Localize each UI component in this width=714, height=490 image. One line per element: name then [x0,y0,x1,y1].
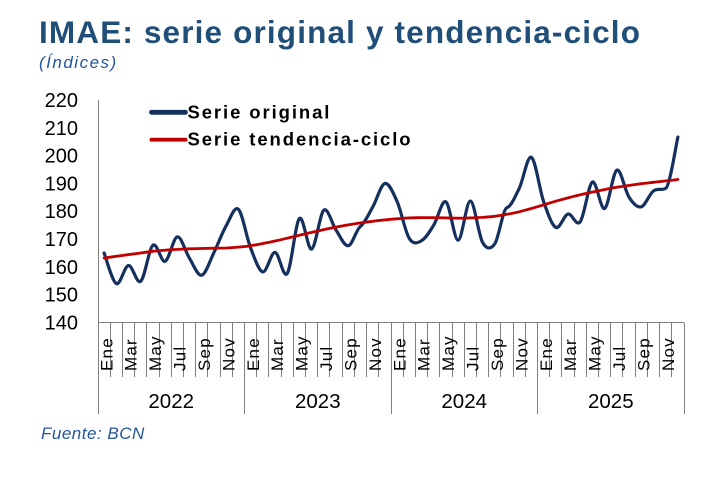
svg-text:Mar: Mar [268,338,287,371]
svg-text:170: 170 [45,229,78,251]
svg-text:200: 200 [45,146,78,168]
svg-text:Sep: Sep [635,337,654,371]
svg-text:Jul: Jul [464,346,483,371]
svg-text:Sep: Sep [342,337,361,371]
svg-text:2024: 2024 [441,390,487,413]
svg-text:May: May [146,335,165,371]
svg-text:150: 150 [45,285,78,307]
svg-text:Serie original: Serie original [188,102,332,123]
svg-text:Nov: Nov [366,337,385,371]
svg-text:Jul: Jul [171,346,190,371]
svg-text:Ene: Ene [244,337,263,371]
svg-text:Ene: Ene [537,337,556,371]
svg-text:Sep: Sep [488,337,507,371]
svg-text:2022: 2022 [148,390,194,413]
svg-text:May: May [293,335,312,371]
svg-text:Nov: Nov [659,337,678,371]
svg-text:Jul: Jul [317,346,336,371]
svg-text:160: 160 [45,257,78,279]
svg-text:May: May [439,335,458,371]
svg-text:Ene: Ene [390,337,409,371]
svg-text:Mar: Mar [561,338,580,371]
svg-text:Mar: Mar [415,338,434,371]
svg-text:Sep: Sep [195,337,214,371]
svg-text:Nov: Nov [512,337,531,371]
svg-text:Jul: Jul [610,346,629,371]
svg-text:2023: 2023 [295,390,341,413]
svg-text:Mar: Mar [122,338,141,371]
svg-text:2025: 2025 [588,390,634,413]
svg-text:Nov: Nov [219,337,238,371]
svg-text:220: 220 [45,90,78,112]
svg-text:May: May [586,335,605,371]
svg-text:180: 180 [45,201,78,223]
svg-text:Ene: Ene [97,337,116,371]
svg-text:140: 140 [45,313,78,335]
svg-text:190: 190 [45,173,78,195]
svg-text:Serie tendencia-ciclo: Serie tendencia-ciclo [188,129,413,150]
svg-text:210: 210 [45,118,78,140]
